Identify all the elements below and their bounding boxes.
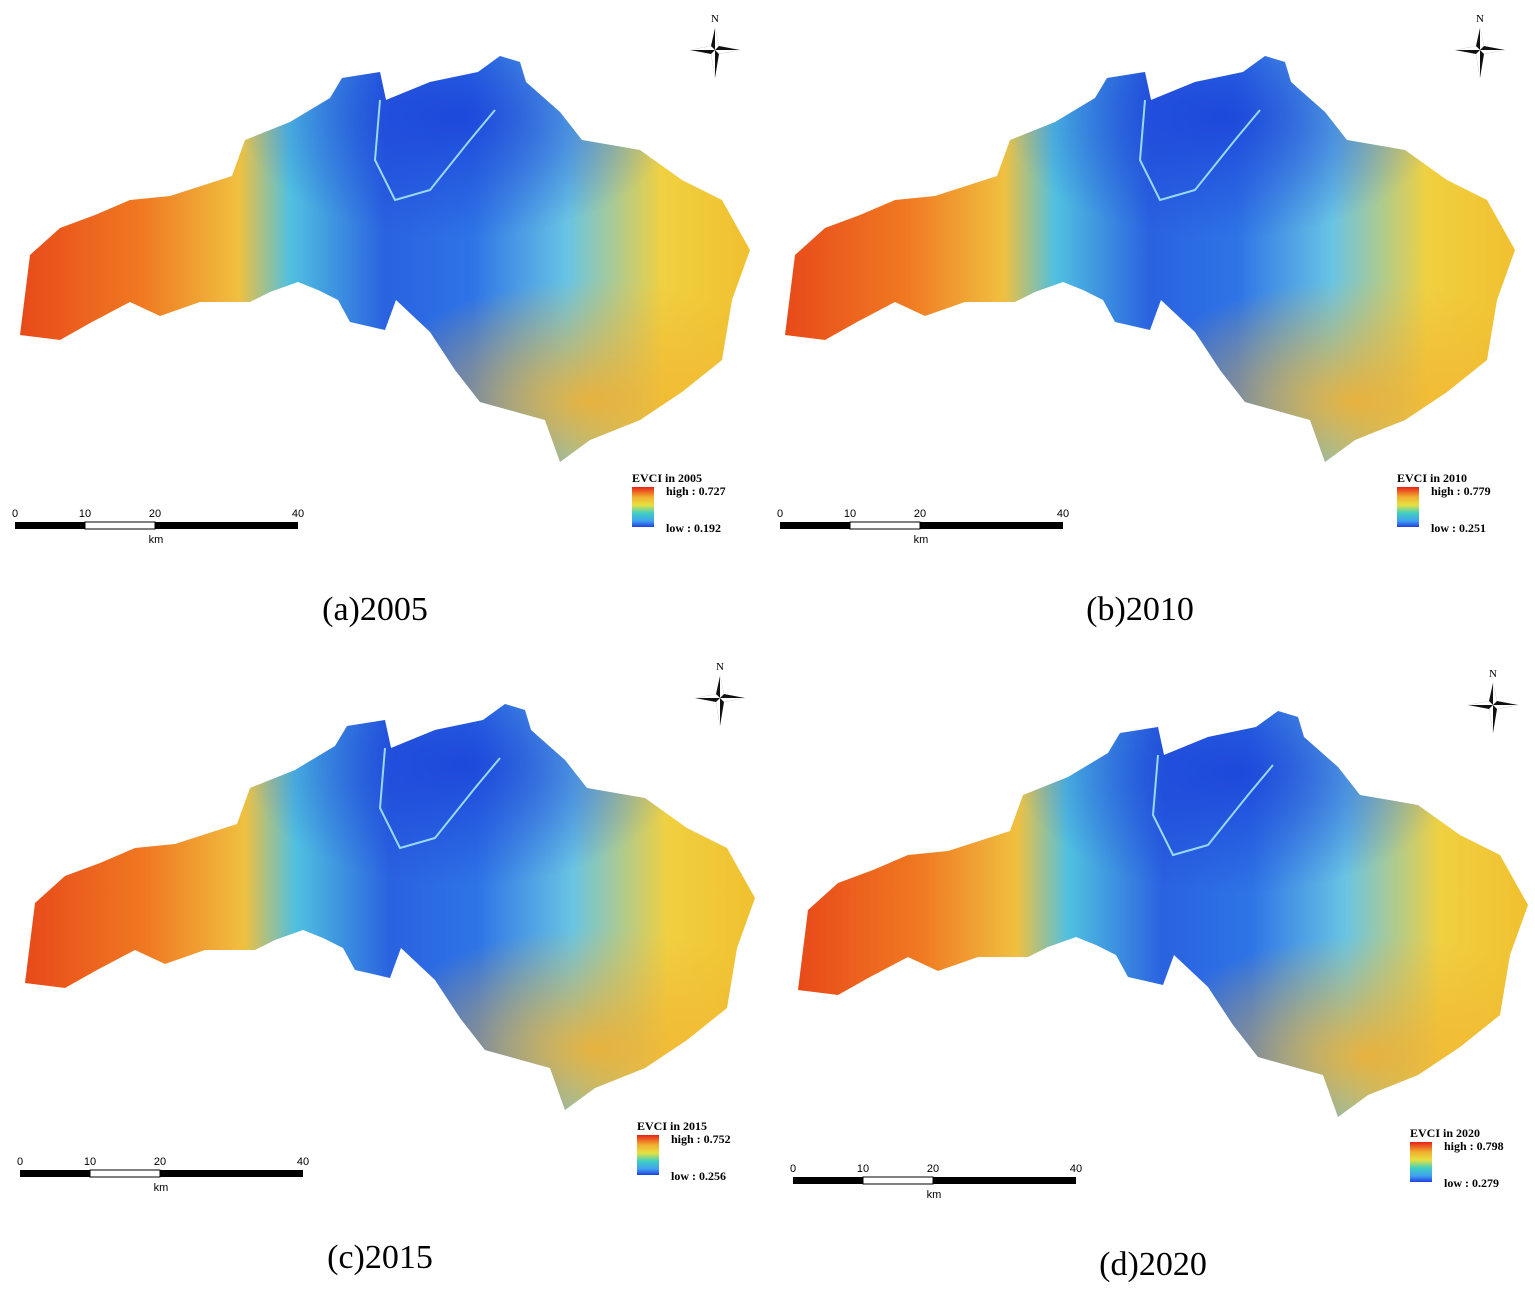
scale-bar-segment [20, 1170, 90, 1177]
legend-low: low : 0.256 [671, 1169, 726, 1183]
north-arrow-light [1468, 683, 1518, 733]
scale-bar-segment [155, 522, 298, 529]
scale-bar-tick: 0 [777, 508, 783, 520]
legend-title: EVCI in 2005 [632, 471, 702, 485]
north-label: N [1489, 668, 1497, 680]
legend-colorbar [1397, 487, 1419, 527]
scale-bar-tick: 10 [84, 1156, 96, 1168]
scale-bar-tick: 40 [1057, 508, 1069, 520]
scale-bar-tick: 40 [297, 1156, 309, 1168]
legend-colorbar [637, 1135, 659, 1175]
scale-bar-unit: km [154, 1182, 169, 1194]
north-arrow-light [695, 676, 745, 726]
scale-bar-unit: km [927, 1189, 942, 1201]
map-region-shade [20, 56, 750, 462]
scale-bar-tick: 10 [857, 1163, 869, 1175]
map-region-shade [785, 56, 1515, 462]
river [1151, 754, 1274, 857]
scale-bar-tick: 20 [927, 1163, 939, 1175]
legend-high: high : 0.752 [671, 1132, 731, 1146]
north-arrow-light [690, 28, 740, 78]
scale-bar-segment [780, 522, 850, 529]
scale-bar-segment [920, 522, 1063, 529]
legend-low: low : 0.251 [1431, 521, 1486, 535]
panel-caption: (b)2010 [1086, 591, 1194, 628]
north-arrow-light [1455, 28, 1505, 78]
scale-bar-segment [15, 522, 85, 529]
scale-bar-segment [862, 1176, 934, 1185]
legend-colorbar [632, 487, 654, 527]
panel-caption: (d)2020 [1099, 1246, 1207, 1283]
panel-caption: (c)2015 [327, 1239, 433, 1276]
scale-bar-tick: 40 [292, 508, 304, 520]
map-region-shade [25, 704, 755, 1110]
scale-bar-tick: 10 [844, 508, 856, 520]
scale-bar-tick: 10 [79, 508, 91, 520]
north-label: N [711, 13, 719, 25]
legend-colorbar [1410, 1142, 1432, 1182]
scale-bar-segment [793, 1177, 863, 1184]
scale-bar-tick: 40 [1070, 1163, 1082, 1175]
river [1138, 99, 1261, 202]
scale-bar-unit: km [149, 534, 164, 546]
river [378, 747, 501, 850]
legend-title: EVCI in 2015 [637, 1119, 707, 1133]
north-label: N [1476, 13, 1484, 25]
map-region-shade [798, 711, 1528, 1117]
legend-high: high : 0.727 [666, 484, 726, 498]
scale-bar-tick: 20 [149, 508, 161, 520]
legend-title: EVCI in 2020 [1410, 1126, 1480, 1140]
legend-title: EVCI in 2010 [1397, 471, 1467, 485]
scale-bar-tick: 20 [154, 1156, 166, 1168]
scale-bar-tick: 0 [12, 508, 18, 520]
legend-high: high : 0.779 [1431, 484, 1491, 498]
scale-bar-segment [933, 1177, 1076, 1184]
legend-low: low : 0.192 [666, 521, 721, 535]
scale-bar-tick: 20 [914, 508, 926, 520]
scale-bar-segment [89, 1169, 161, 1178]
scale-bar-segment [160, 1170, 303, 1177]
scale-bar-tick: 0 [17, 1156, 23, 1168]
scale-bar-segment [84, 521, 156, 530]
scale-bar-segment [849, 521, 921, 530]
panel-caption: (a)2005 [322, 591, 428, 628]
scale-bar-unit: km [914, 534, 929, 546]
river [373, 99, 496, 202]
legend-high: high : 0.798 [1444, 1139, 1504, 1153]
legend-low: low : 0.279 [1444, 1176, 1499, 1190]
scale-bar-tick: 0 [790, 1163, 796, 1175]
north-label: N [716, 661, 724, 673]
